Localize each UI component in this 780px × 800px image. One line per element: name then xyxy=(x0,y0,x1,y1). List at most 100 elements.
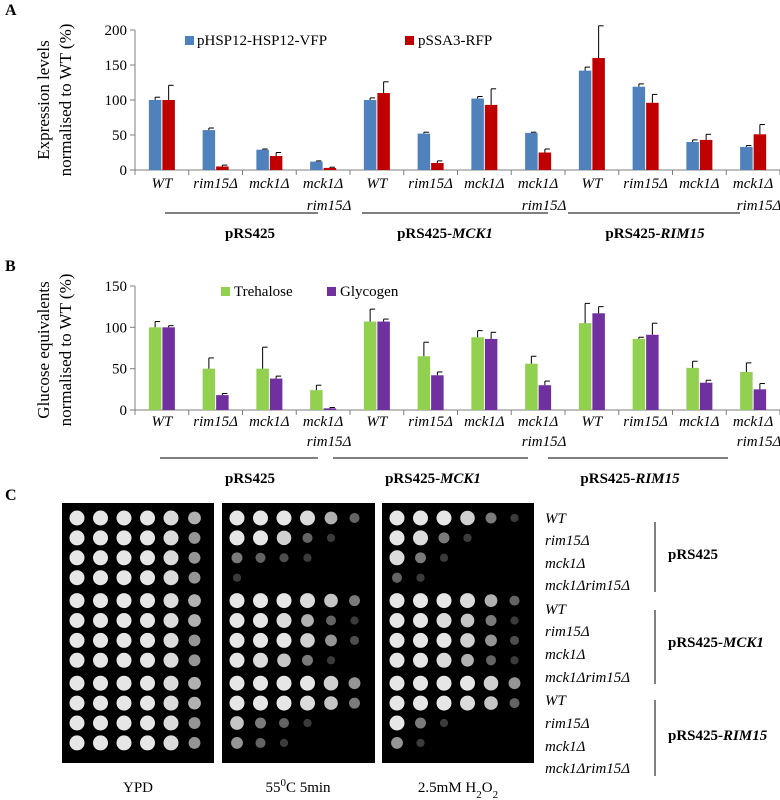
colony-spot xyxy=(413,593,428,609)
colony-spot xyxy=(323,675,339,691)
colony-spot xyxy=(188,594,201,607)
colony-spot xyxy=(436,510,452,526)
colony-spot xyxy=(301,614,314,627)
colony-spot xyxy=(229,675,245,691)
colony-spot xyxy=(188,551,201,564)
x-tick-label: mck1Δ xyxy=(464,176,505,192)
colony-spot xyxy=(93,735,108,751)
colony-spot xyxy=(69,593,85,609)
colony-spot xyxy=(188,717,201,729)
colony-spot xyxy=(140,550,155,566)
colony-spot xyxy=(116,510,132,526)
colony-spot xyxy=(485,655,497,666)
colony-spot xyxy=(300,510,315,526)
strain-label: mck1Δ xyxy=(545,739,586,755)
colony-spot xyxy=(436,652,452,668)
bar-trehalose xyxy=(740,371,753,410)
plate-image xyxy=(382,503,534,763)
condition-label-part: C 5min xyxy=(286,780,331,796)
x-tick-label: rim15Δ xyxy=(522,434,567,450)
colony-spot xyxy=(416,738,425,748)
y-tick-label: 100 xyxy=(105,320,128,336)
colony-spot xyxy=(509,595,520,606)
plasmid-label: pRS425-RIM15 xyxy=(668,728,768,744)
bar-trehalose xyxy=(578,323,592,410)
colony-spot xyxy=(140,652,155,668)
x-tick-label: WT xyxy=(151,414,173,430)
bar-glycogen xyxy=(269,378,283,410)
colony-spot xyxy=(253,510,268,526)
bar-glycogen xyxy=(753,389,767,410)
x-tick-label: WT xyxy=(581,176,603,192)
colony-spot xyxy=(93,570,108,586)
colony-spot xyxy=(325,615,337,626)
bar-pssa3-rfp xyxy=(699,139,713,170)
colony-spot xyxy=(255,717,266,729)
colony-spot xyxy=(140,510,155,526)
colony-spot xyxy=(255,552,266,563)
x-tick-label: mck1Δ xyxy=(733,414,774,430)
condition-label-part: O xyxy=(482,780,493,796)
group-label-part: MCK1 xyxy=(451,226,493,242)
y-tick-label: 50 xyxy=(112,128,127,144)
bar-pssa3-rfp xyxy=(538,152,552,170)
strain-label: mck1Δrim15Δ xyxy=(545,670,630,686)
colony-spot xyxy=(116,550,132,566)
x-tick-label: rim15Δ xyxy=(737,434,780,450)
x-tick-label: rim15Δ xyxy=(737,198,780,214)
group-label-part: pRS425- xyxy=(397,226,452,242)
panel-letter: B xyxy=(5,258,16,275)
colony-spot xyxy=(116,675,132,691)
group-label-part: RIM15 xyxy=(659,226,705,242)
group-label-part: pRS425- xyxy=(605,226,660,242)
colony-spot xyxy=(325,634,337,647)
bar-phsp12-hsp12-vfp xyxy=(686,142,699,170)
x-tick-label: WT xyxy=(151,176,173,192)
bar-trehalose xyxy=(310,390,323,410)
bar-pssa3-rfp xyxy=(216,166,229,170)
colony-spot xyxy=(188,676,201,690)
plate-image xyxy=(222,503,375,763)
bar-phsp12-hsp12-vfp xyxy=(632,86,646,170)
y-tick-label: 0 xyxy=(120,163,128,179)
condition-label-part: YPD xyxy=(123,780,153,796)
colony-spot xyxy=(483,675,499,691)
x-tick-label: WT xyxy=(366,176,388,192)
colony-spot xyxy=(163,652,179,668)
y-axis-title: normalised to WT (%) xyxy=(56,274,75,427)
bar-phsp12-hsp12-vfp xyxy=(310,161,323,170)
colony-spot xyxy=(303,718,312,728)
colony-spot xyxy=(436,632,452,648)
colony-spot xyxy=(116,632,132,648)
colony-spot xyxy=(140,632,155,648)
colony-spot xyxy=(140,675,155,691)
group-label: pRS425-MCK1 xyxy=(397,226,493,242)
condition-label-part: 2.5mM H xyxy=(418,780,477,796)
strain-label: mck1Δrim15Δ xyxy=(545,761,630,777)
bar-pssa3-rfp xyxy=(162,100,175,170)
colony-spot xyxy=(188,736,201,749)
colony-spot xyxy=(93,652,108,668)
colony-spot xyxy=(460,613,475,628)
y-tick-label: 0 xyxy=(120,403,128,419)
colony-spot xyxy=(116,530,132,546)
colony-spot xyxy=(229,652,245,668)
colony-spot xyxy=(69,735,85,751)
strain-label: WT xyxy=(545,602,567,618)
colony-spot xyxy=(389,613,405,628)
colony-spot xyxy=(278,717,290,729)
colony-spot xyxy=(413,675,428,691)
bar-glycogen xyxy=(162,327,175,410)
x-tick-label: rim15Δ xyxy=(408,414,453,430)
colony-spot xyxy=(389,510,405,526)
colony-spot xyxy=(509,635,520,645)
colony-spot xyxy=(93,593,108,609)
bar-trehalose xyxy=(202,368,216,410)
x-tick-label: mck1Δ xyxy=(518,176,559,192)
colony-spot xyxy=(140,613,155,628)
colony-spot xyxy=(389,593,405,609)
colony-spot xyxy=(116,735,132,751)
bar-phsp12-hsp12-vfp xyxy=(525,132,538,170)
colony-spot xyxy=(413,652,428,668)
bar-pssa3-rfp xyxy=(269,156,283,170)
